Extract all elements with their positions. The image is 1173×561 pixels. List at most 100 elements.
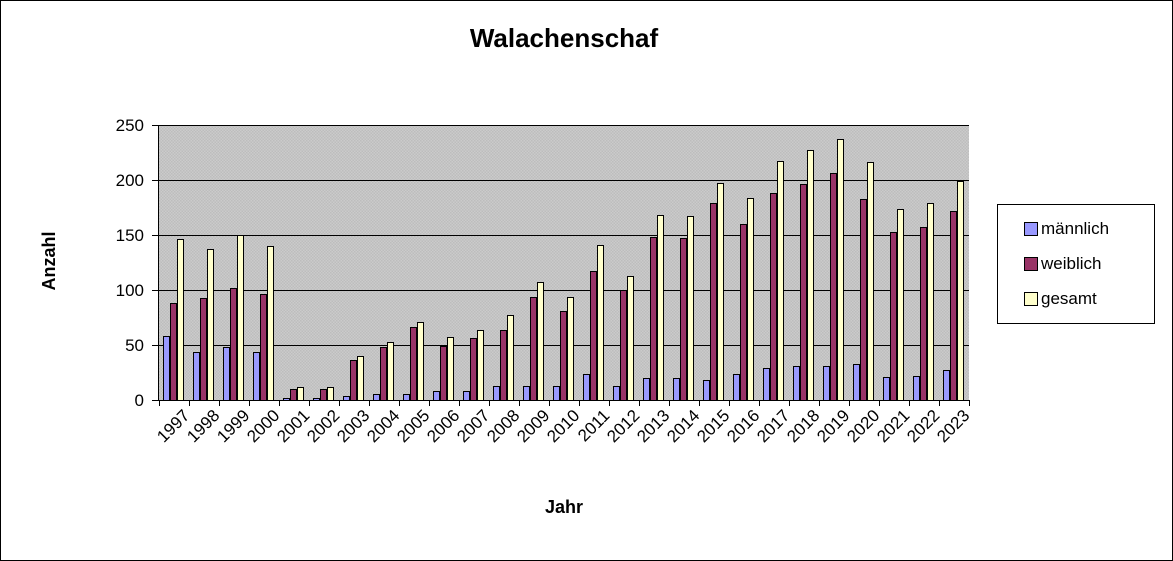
- y-tick-250: [152, 125, 158, 126]
- bar-männlich-2015: [703, 380, 710, 400]
- x-tick-0: [159, 401, 160, 406]
- bar-weiblich-2015: [710, 203, 717, 400]
- bar-weiblich-2020: [860, 199, 867, 400]
- x-tick-22: [819, 401, 820, 406]
- bar-gesamt-2010: [567, 297, 574, 400]
- legend-entry-weiblich: weiblich: [1024, 254, 1154, 274]
- bar-männlich-2012: [613, 386, 620, 400]
- x-tick-10: [459, 401, 460, 406]
- x-tick-26: [939, 401, 940, 406]
- y-tick-label-100: 100: [115, 281, 144, 300]
- x-axis-line: [159, 400, 970, 401]
- y-tick-150: [152, 235, 158, 236]
- x-tick-9: [429, 401, 430, 406]
- bar-männlich-2017: [763, 368, 770, 400]
- bar-weiblich-2022: [920, 227, 927, 400]
- x-tick-17: [669, 401, 670, 406]
- x-tick-6: [339, 401, 340, 406]
- y-tick-0: [152, 400, 158, 401]
- bar-männlich-2007: [463, 391, 470, 400]
- bar-weiblich-2013: [650, 237, 657, 400]
- x-tick-23: [849, 401, 850, 406]
- bar-männlich-2018: [793, 366, 800, 400]
- bar-gesamt-2000: [267, 246, 274, 400]
- bar-weiblich-2007: [470, 338, 477, 400]
- bar-weiblich-2023: [950, 211, 957, 400]
- y-axis-title: Anzahl: [39, 231, 59, 291]
- x-tick-14: [579, 401, 580, 406]
- bar-gesamt-2020: [867, 162, 874, 400]
- bar-weiblich-2004: [380, 347, 387, 400]
- bar-männlich-2021: [883, 377, 890, 400]
- bar-gesamt-2001: [297, 387, 304, 400]
- legend-label-weiblich: weiblich: [1041, 253, 1102, 273]
- legend-swatch-gesamt: [1024, 292, 1038, 307]
- x-tick-20: [759, 401, 760, 406]
- bar-gesamt-2023: [957, 181, 964, 400]
- bar-weiblich-2010: [560, 311, 567, 400]
- bar-männlich-2016: [733, 374, 740, 400]
- bar-weiblich-2005: [410, 327, 417, 400]
- bar-gesamt-2013: [657, 215, 664, 400]
- bar-weiblich-2011: [590, 271, 597, 400]
- y-tick-label-0: 0: [134, 391, 144, 410]
- bar-gesamt-1999: [237, 235, 244, 400]
- legend-label-männlich: männlich: [1041, 218, 1110, 238]
- bar-männlich-2014: [673, 378, 680, 400]
- y-tick-label-150: 150: [115, 226, 144, 245]
- bar-weiblich-2017: [770, 193, 777, 400]
- bar-männlich-2011: [583, 374, 590, 400]
- bar-männlich-2004: [373, 394, 380, 400]
- bar-männlich-2009: [523, 386, 530, 400]
- bar-gesamt-1997: [177, 239, 184, 400]
- bar-männlich-2002: [313, 398, 320, 400]
- x-tick-27: [969, 401, 970, 406]
- chart-title: Walachenschaf: [469, 23, 659, 53]
- bar-männlich-2001: [283, 398, 290, 400]
- bar-gesamt-2018: [807, 150, 814, 400]
- bar-männlich-2008: [493, 386, 500, 400]
- bar-weiblich-2012: [620, 290, 627, 400]
- bar-weiblich-2000: [260, 294, 267, 400]
- bar-männlich-2005: [403, 394, 410, 400]
- x-tick-3: [249, 401, 250, 406]
- bar-weiblich-2009: [530, 297, 537, 400]
- bar-gesamt-1998: [207, 249, 214, 400]
- gridline-100: [159, 290, 969, 291]
- x-tick-16: [639, 401, 640, 406]
- bar-gesamt-2008: [507, 315, 514, 400]
- y-tick-label-200: 200: [115, 171, 144, 190]
- bar-weiblich-2018: [800, 184, 807, 400]
- legend-swatch-männlich: [1024, 221, 1038, 236]
- gridline-200: [159, 180, 969, 181]
- x-tick-24: [879, 401, 880, 406]
- x-axis-title: Jahr: [544, 497, 584, 517]
- bar-männlich-2023: [943, 370, 950, 400]
- y-tick-100: [152, 290, 158, 291]
- bar-weiblich-1999: [230, 288, 237, 400]
- bar-männlich-2020: [853, 364, 860, 400]
- bar-gesamt-2007: [477, 330, 484, 400]
- bar-männlich-2019: [823, 366, 830, 400]
- x-tick-15: [609, 401, 610, 406]
- y-tick-label-250: 250: [115, 116, 144, 135]
- bar-weiblich-2014: [680, 238, 687, 400]
- bar-weiblich-2001: [290, 389, 297, 400]
- x-tick-19: [729, 401, 730, 406]
- bar-gesamt-2006: [447, 337, 454, 400]
- bar-gesamt-2003: [357, 356, 364, 400]
- legend-label-gesamt: gesamt: [1041, 289, 1097, 309]
- x-tick-5: [309, 401, 310, 406]
- bar-weiblich-2006: [440, 346, 447, 400]
- bar-männlich-2013: [643, 378, 650, 400]
- bar-männlich-1999: [223, 347, 230, 400]
- bar-weiblich-1998: [200, 298, 207, 400]
- bar-gesamt-2017: [777, 161, 784, 400]
- x-tick-2: [219, 401, 220, 406]
- bar-gesamt-2022: [927, 203, 934, 400]
- y-tick-50: [152, 345, 158, 346]
- bar-gesamt-2011: [597, 245, 604, 400]
- bar-weiblich-2019: [830, 173, 837, 400]
- legend-entry-gesamt: gesamt: [1024, 289, 1154, 309]
- bar-gesamt-2009: [537, 282, 544, 400]
